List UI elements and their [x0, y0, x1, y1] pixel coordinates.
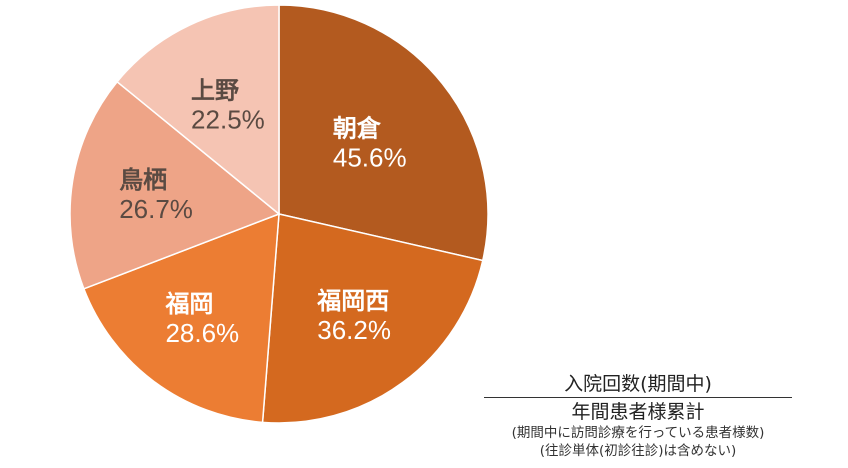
caption-denominator: 年間患者様累計	[571, 401, 705, 423]
slice-name-5: 上野	[191, 76, 239, 104]
caption-note-2: (往診単体(初診往診)は含めない)	[539, 443, 737, 459]
pie-slices	[69, 4, 489, 424]
slice-value-5: 22.5%	[191, 104, 265, 134]
pie-slice-3	[82, 212, 280, 424]
slice-name-1: 朝倉	[333, 114, 382, 142]
slice-name-3: 福岡	[164, 290, 213, 318]
caption-numerator: 入院回数(期間中)	[564, 373, 712, 395]
pie-slice-1	[278, 4, 489, 262]
slice-value-2: 36.2%	[317, 315, 391, 345]
caption-note-1: (期間中に訪問診療を行っている患者様数)	[511, 425, 765, 441]
slice-value-3: 28.6%	[165, 318, 239, 348]
pie-slice-4	[69, 80, 281, 290]
slice-value-4: 26.7%	[119, 194, 193, 224]
slice-name-2: 福岡西	[316, 287, 389, 315]
fraction-rule	[484, 397, 792, 398]
slice-value-1: 45.6%	[333, 142, 407, 172]
pie-slice-2	[261, 213, 484, 424]
chart-caption: 入院回数(期間中) 年間患者様累計 (期間中に訪問診療を行っている患者様数) (…	[478, 372, 798, 460]
slice-name-4: 鳥栖	[119, 166, 167, 194]
pie-slice-5	[116, 4, 280, 216]
